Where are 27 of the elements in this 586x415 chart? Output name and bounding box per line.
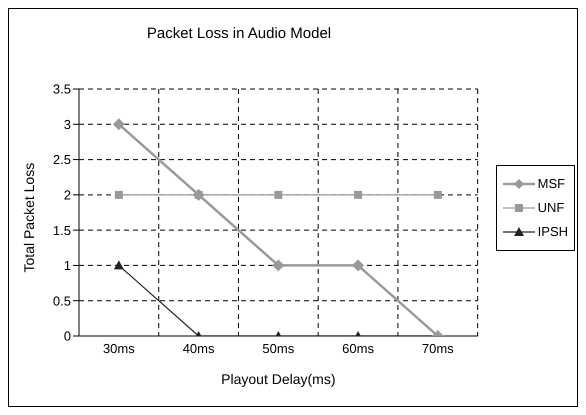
y-tick-label: 2 [64,187,71,202]
point [114,190,123,199]
y-tick-label: 2.5 [52,152,71,168]
x-tick-label: 60ms [342,341,374,356]
x-tick-label: 50ms [262,341,295,356]
point [112,118,125,130]
x-axis-title: Playout Delay(ms) [221,371,336,387]
point [274,190,282,199]
x-tick-label: 70ms [422,341,454,356]
legend-label: UNF [538,200,564,215]
chart-title: Packet Loss in Audio Model [146,25,332,42]
y-tick-label: 1.5 [52,222,71,238]
y-tick-label: 0.5 [52,293,71,308]
point [272,259,284,272]
y-tick-label: 3.5 [52,82,71,97]
point [352,259,364,272]
point [114,260,124,270]
point [434,190,442,199]
legend-label: IPSH [538,224,568,239]
y-tick-label: 1 [64,258,71,274]
point [354,190,362,199]
x-tick-label: 40ms [182,341,215,356]
legend-label: MSF [538,176,566,191]
y-tick-label: 3 [64,116,71,132]
y-axis-title: Total Packet Loss [20,162,37,272]
x-tick-label: 30ms [102,341,136,356]
y-tick-label: 0 [64,328,71,344]
